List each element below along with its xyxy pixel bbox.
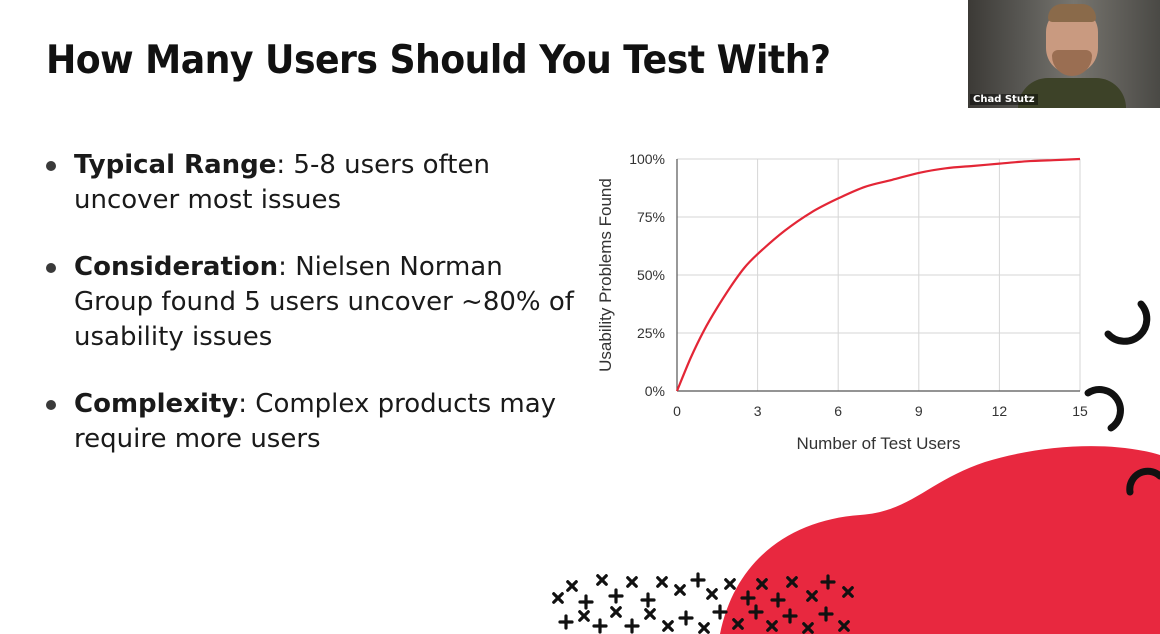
arc-decor-top [1104,300,1151,345]
y-axis-title: Usability Problems Found [596,178,615,372]
cross-icon [740,590,756,606]
cross-icon [674,584,686,596]
y-tick-label: 75% [637,209,665,225]
cross-icon [732,618,744,630]
bullet-dot-icon [46,263,56,273]
cross-icon [592,618,608,634]
cross-icon [818,606,834,622]
cross-icon [640,592,656,608]
webcam-person-shirt [1018,78,1126,108]
cross-icon [678,610,694,626]
cross-icon [552,592,564,604]
cross-icon [786,576,798,588]
cross-icon [698,622,710,634]
cross-icon [756,578,768,590]
cross-icon [626,576,638,588]
y-tick-label: 25% [637,325,665,341]
bullet-dot-icon [46,400,56,410]
webcam-person-beard [1052,50,1092,76]
red-blob-shape [720,446,1160,634]
cross-icon [706,588,718,600]
bullet-dot-icon [46,161,56,171]
series-line [675,157,1081,392]
cross-icon [748,604,764,620]
x-tick-label: 0 [673,403,681,419]
x-axis-title: Number of Test Users [796,434,960,453]
cross-icon [610,606,622,618]
cross-icon [842,586,854,598]
x-tick-label: 15 [1072,403,1088,419]
bullet-text: : 5-8 users often uncover most issues [74,150,490,215]
slide-title: How Many Users Should You Test With? [46,38,831,83]
webcam-video-tile[interactable]: Chad Stutz [968,0,1160,108]
bullet-list: Typical Range: 5-8 users often uncover m… [46,148,586,489]
cross-icon [578,610,590,622]
y-tick-label: 100% [629,151,665,167]
cross-pattern-decor [552,572,854,634]
arc-decor-bottom [1126,467,1160,496]
bullet-item: Consideration: Nielsen Norman Group foun… [46,250,586,355]
bullet-text: : Complex products may require more user… [74,389,557,454]
cross-icon [820,574,836,590]
cross-icon [624,618,640,634]
x-tick-label: 3 [754,403,762,419]
cross-icon [690,572,706,588]
cross-icon [724,578,736,590]
cross-icon [656,576,668,588]
cross-icon [766,620,778,632]
cross-icon [806,590,818,602]
bullet-label: Typical Range [74,150,277,180]
x-tick-label: 6 [834,403,842,419]
webcam-person-hair [1048,4,1096,22]
cross-icon [712,604,728,620]
cross-icon [608,588,624,604]
bullet-text: : Nielsen Norman Group found 5 users unc… [74,252,574,352]
participant-name-label: Chad Stutz [970,94,1038,105]
cross-icon [782,608,798,624]
arc-decor-middle [1084,386,1124,432]
bullet-label: Complexity [74,389,239,419]
cross-icon [838,620,850,632]
cross-icon [802,622,814,634]
cross-icon [662,620,674,632]
cross-icon [770,592,786,608]
bullet-label: Consideration [74,252,279,282]
bullet-item: Complexity: Complex products may require… [46,387,586,457]
x-tick-label: 12 [992,403,1008,419]
cross-icon [578,594,594,610]
usability-chart: 0 3 6 9 12 15 0% 25% 50% 75% 100% Number of Test Us… [596,151,1088,453]
cross-icon [596,574,608,586]
cross-icon [644,608,656,620]
y-tick-label: 50% [637,267,665,283]
cross-icon [566,580,578,592]
y-tick-label: 0% [645,383,665,399]
x-tick-label: 9 [915,403,923,419]
cross-icon [558,614,574,630]
bullet-item: Typical Range: 5-8 users often uncover m… [46,148,586,218]
